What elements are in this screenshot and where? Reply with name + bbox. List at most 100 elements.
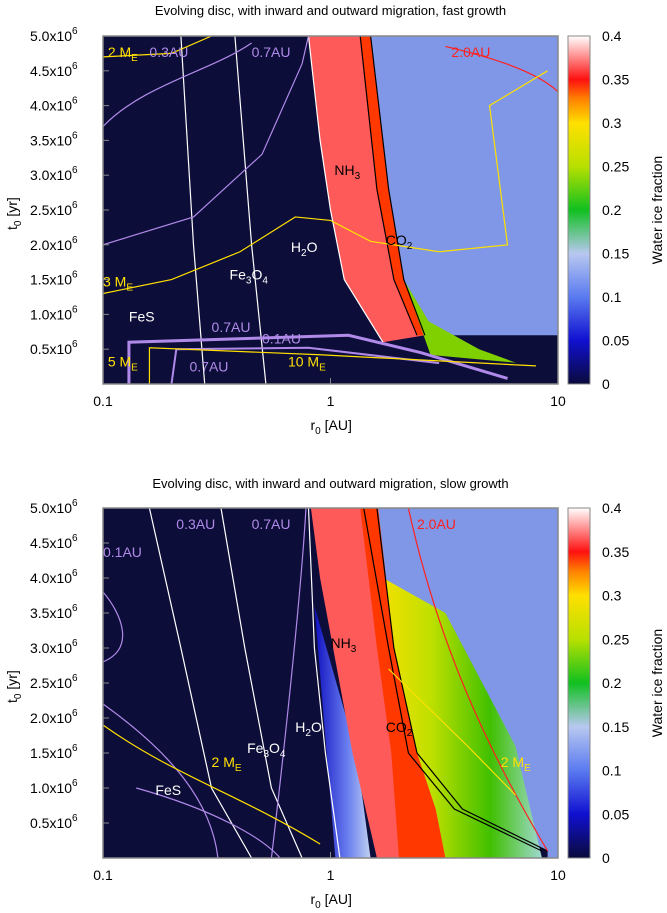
contour-2.0au	[407, 508, 549, 852]
colorbar-tick-label: 0	[602, 376, 610, 392]
y-tick-label: 3.5x106	[30, 130, 78, 148]
colorbar-tick-label: 0.4	[602, 28, 622, 44]
y-tick-label: 4.0x106	[30, 568, 78, 586]
contour-0.3au	[103, 42, 252, 127]
contour-label: 0.1AU	[103, 544, 142, 560]
colorbar-tick-label: 0.4	[602, 500, 622, 516]
ice-label-nh3: NH3	[331, 635, 357, 655]
x-tick-label: 10	[550, 867, 566, 883]
region-co2-band	[360, 508, 446, 858]
contour-label: 2.0AU	[451, 44, 490, 60]
colorbar-tick-label: 0.1	[602, 763, 622, 779]
ice-line-co2	[370, 36, 426, 336]
contour-label: 0.7AU	[189, 358, 228, 374]
x-axis-label: r0 [AU]	[311, 417, 352, 437]
x-tick-label: 1	[327, 867, 335, 883]
colorbar-tick-label: 0.3	[602, 588, 622, 604]
ice-line-fes	[148, 508, 253, 858]
y-tick-label: 0.5x106	[30, 339, 78, 357]
ice-label-fe3o4: Fe3O4	[230, 267, 269, 287]
contour-0.1au	[170, 346, 440, 384]
mass-label: 10 ME	[288, 354, 326, 374]
y-tick-label: 5.0x106	[30, 26, 78, 44]
heatmap-area	[103, 508, 558, 858]
mass-label: 2 ME	[501, 754, 531, 774]
contour-label: 0.3AU	[176, 516, 215, 532]
contour-2.0au	[445, 45, 558, 93]
contour-label: 0.1AU	[262, 331, 301, 347]
region-bottom	[330, 345, 558, 384]
x-axis-label: r0 [AU]	[311, 891, 352, 911]
y-tick-label: 2.0x106	[30, 235, 78, 253]
ice-line-co2	[376, 508, 548, 852]
y-tick-label: 1.5x106	[30, 270, 78, 288]
mass-3me	[103, 70, 548, 295]
contour-label: 0.7AU	[252, 516, 291, 532]
contour-label: 0.7AU	[252, 44, 291, 60]
region-blue	[314, 606, 371, 858]
ice-label-h2o: H2O	[291, 239, 318, 259]
mass-label: 5 ME	[108, 354, 138, 374]
y-tick-label: 3.5x106	[30, 603, 78, 621]
colorbar-tick-label: 0.1	[602, 289, 622, 305]
y-tick-label: 0.5x106	[30, 813, 78, 831]
y-tick-label: 2.5x106	[30, 200, 78, 218]
y-tick-label: 1.5x106	[30, 743, 78, 761]
mass-label: 2 ME	[108, 44, 138, 64]
contour-label: 0.7AU	[212, 319, 251, 335]
colorbar	[567, 507, 591, 859]
contour-0.7au	[270, 508, 307, 858]
ice-label-nh3: NH3	[334, 162, 360, 182]
ice-line-fes	[180, 36, 206, 384]
ice-line-fe3o4	[220, 508, 303, 858]
ice-label-co2: CO2	[386, 719, 413, 739]
colorbar-tick-label: 0.05	[602, 806, 629, 822]
bottom-chart: Evolving disc, with inward and outward m…	[4, 476, 665, 911]
contour-0.3au	[103, 703, 219, 858]
region-fringe	[403, 279, 536, 371]
contour-0.1au	[103, 591, 124, 663]
region-co2-band	[360, 36, 425, 336]
heatmap-area	[103, 36, 558, 384]
colorbar-tick-label: 0.3	[602, 115, 622, 131]
ice-label-fe3o4: Fe3O4	[247, 740, 286, 760]
colorbar-tick-label: 0	[602, 850, 610, 866]
colorbar-label: Water ice fraction	[649, 156, 665, 264]
ice-label-h2o: H2O	[295, 719, 322, 739]
y-tick-label: 3.0x106	[30, 165, 78, 183]
mass-label: 3 ME	[103, 274, 133, 294]
ice-line-h2o	[307, 508, 341, 858]
mass-5me	[148, 347, 536, 384]
colorbar-tick-label: 0.2	[602, 202, 622, 218]
contour-label: 0.3AU	[149, 44, 188, 60]
y-tick-label: 3.0x106	[30, 638, 78, 656]
contour-0.7au	[103, 36, 310, 246]
ice-line-nh3	[363, 508, 543, 852]
y-tick-label: 4.0x106	[30, 96, 78, 114]
ice-line-h2o	[307, 36, 384, 343]
colorbar-tick-label: 0.15	[602, 246, 629, 262]
colorbar-tick-label: 0.2	[602, 675, 622, 691]
x-tick-label: 0.1	[93, 867, 113, 883]
mass-2me	[103, 36, 212, 58]
ice-label-co2: CO2	[386, 232, 413, 252]
y-axis-label: t0 [yr]	[4, 197, 24, 230]
top-chart: Evolving disc, with inward and outward m…	[4, 3, 665, 437]
y-axis-label: t0 [yr]	[4, 670, 24, 703]
colorbar-label: Water ice fraction	[649, 629, 665, 737]
ice-label-fes: FeS	[155, 782, 181, 798]
chart-title: Evolving disc, with inward and outward m…	[155, 3, 506, 18]
x-tick-label: 0.1	[93, 393, 113, 409]
mass-label: 2 ME	[212, 754, 242, 774]
y-tick-label: 5.0x106	[30, 498, 78, 516]
mass-2me-outer	[388, 668, 516, 796]
y-tick-label: 1.0x106	[30, 778, 78, 796]
ice-line-nh3	[359, 36, 418, 336]
region-outer	[370, 36, 558, 336]
colorbar	[567, 35, 591, 385]
colorbar-tick-label: 0.05	[602, 333, 629, 349]
y-tick-label: 2.0x106	[30, 708, 78, 726]
x-tick-label: 1	[327, 393, 335, 409]
mass-2me	[103, 724, 321, 845]
